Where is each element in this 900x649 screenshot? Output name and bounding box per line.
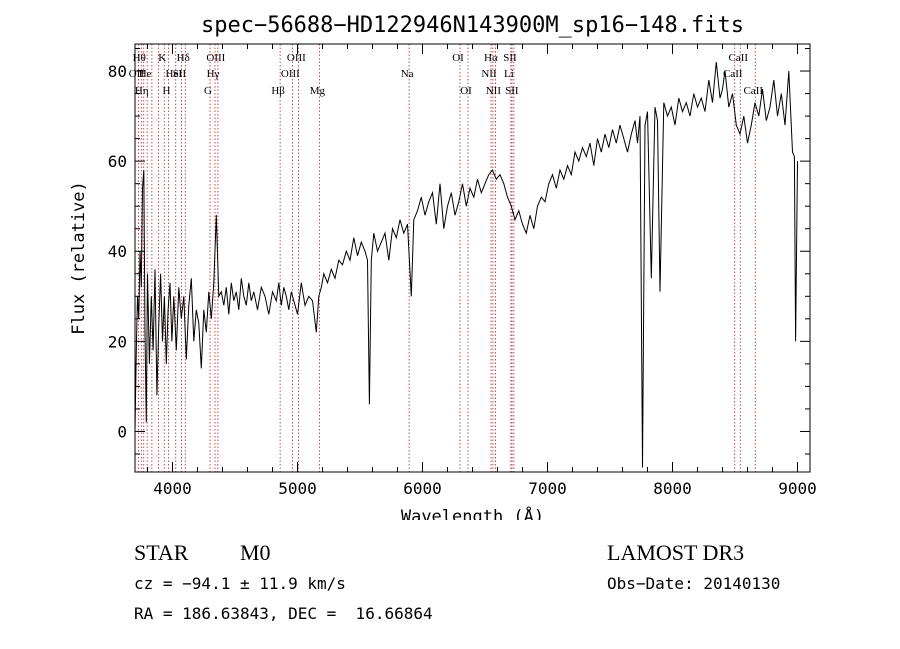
marker-label: OI xyxy=(452,52,464,64)
marker-label: H xyxy=(163,85,171,97)
x-tick-label: 6000 xyxy=(403,479,442,498)
marker-label: K xyxy=(158,52,166,64)
x-axis-label: Wavelength (Å) xyxy=(401,505,544,520)
y-tick-label: 80 xyxy=(108,62,127,81)
y-axis-ticks: 0 20 40 60 80 xyxy=(108,48,810,455)
marker-label: Hβ xyxy=(271,85,285,97)
x-tick-label: 9000 xyxy=(778,479,817,498)
marker-label: G xyxy=(204,85,212,97)
marker-label: OI xyxy=(460,85,472,97)
marker-label: NII xyxy=(481,68,497,80)
marker-label: CaII xyxy=(728,52,748,64)
y-tick-label: 20 xyxy=(108,332,127,351)
observation-date: Obs−Date: 20140130 xyxy=(607,574,781,593)
marker-label: NII xyxy=(486,85,502,97)
survey-name: LAMOST DR3 xyxy=(607,540,745,565)
marker-label: Hη xyxy=(135,85,149,97)
marker-label: Hα xyxy=(484,52,498,64)
spectrum-line xyxy=(134,61,798,468)
marker-label: Hγ xyxy=(207,68,220,80)
marker-label: Li xyxy=(504,68,514,80)
marker-label: SII xyxy=(173,68,187,80)
object-subclass: M0 xyxy=(240,540,271,565)
coordinates-readout: RA = 186.63843, DEC = 16.66864 xyxy=(134,604,433,623)
object-class: STAR xyxy=(134,540,189,565)
marker-label: Na xyxy=(401,68,414,80)
marker-label: CaII xyxy=(723,68,743,80)
x-tick-label: 7000 xyxy=(528,479,567,498)
plot-frame xyxy=(134,43,811,473)
y-tick-label: 0 xyxy=(117,422,127,441)
x-tick-label: 4000 xyxy=(153,479,192,498)
marker-label: OIII xyxy=(206,52,225,64)
redshift-readout: cz = −94.1 ± 11.9 km/s xyxy=(134,574,346,593)
spectral-line-labels: HθOIIHηHeKHHeISIIHδGHγOIIIHβOIIIOIIIMgNa… xyxy=(129,52,764,97)
spectrum-chart: spec−56688−HD122946N143900M_sp16−148.fit… xyxy=(69,13,817,520)
marker-label: Mg xyxy=(310,85,326,97)
y-axis-label: Flux (relative) xyxy=(69,181,89,335)
x-tick-label: 8000 xyxy=(653,479,692,498)
chart-title: spec−56688−HD122946N143900M_sp16−148.fit… xyxy=(201,13,744,38)
marker-label: Hθ xyxy=(133,52,146,64)
x-tick-label: 5000 xyxy=(278,479,317,498)
y-tick-label: 60 xyxy=(108,152,127,171)
x-axis-ticks: 4000 5000 6000 7000 8000 9000 xyxy=(147,44,817,498)
marker-label: He xyxy=(139,68,152,80)
spectral-line-markers xyxy=(137,44,756,472)
marker-label: OIII xyxy=(281,68,300,80)
marker-label: SII xyxy=(505,85,519,97)
y-tick-label: 40 xyxy=(108,242,127,261)
marker-label: Hδ xyxy=(177,52,190,64)
marker-label: CaII xyxy=(743,85,763,97)
marker-label: OIII xyxy=(287,52,306,64)
marker-label: SII xyxy=(503,52,517,64)
marker-label: HeI xyxy=(166,68,183,80)
